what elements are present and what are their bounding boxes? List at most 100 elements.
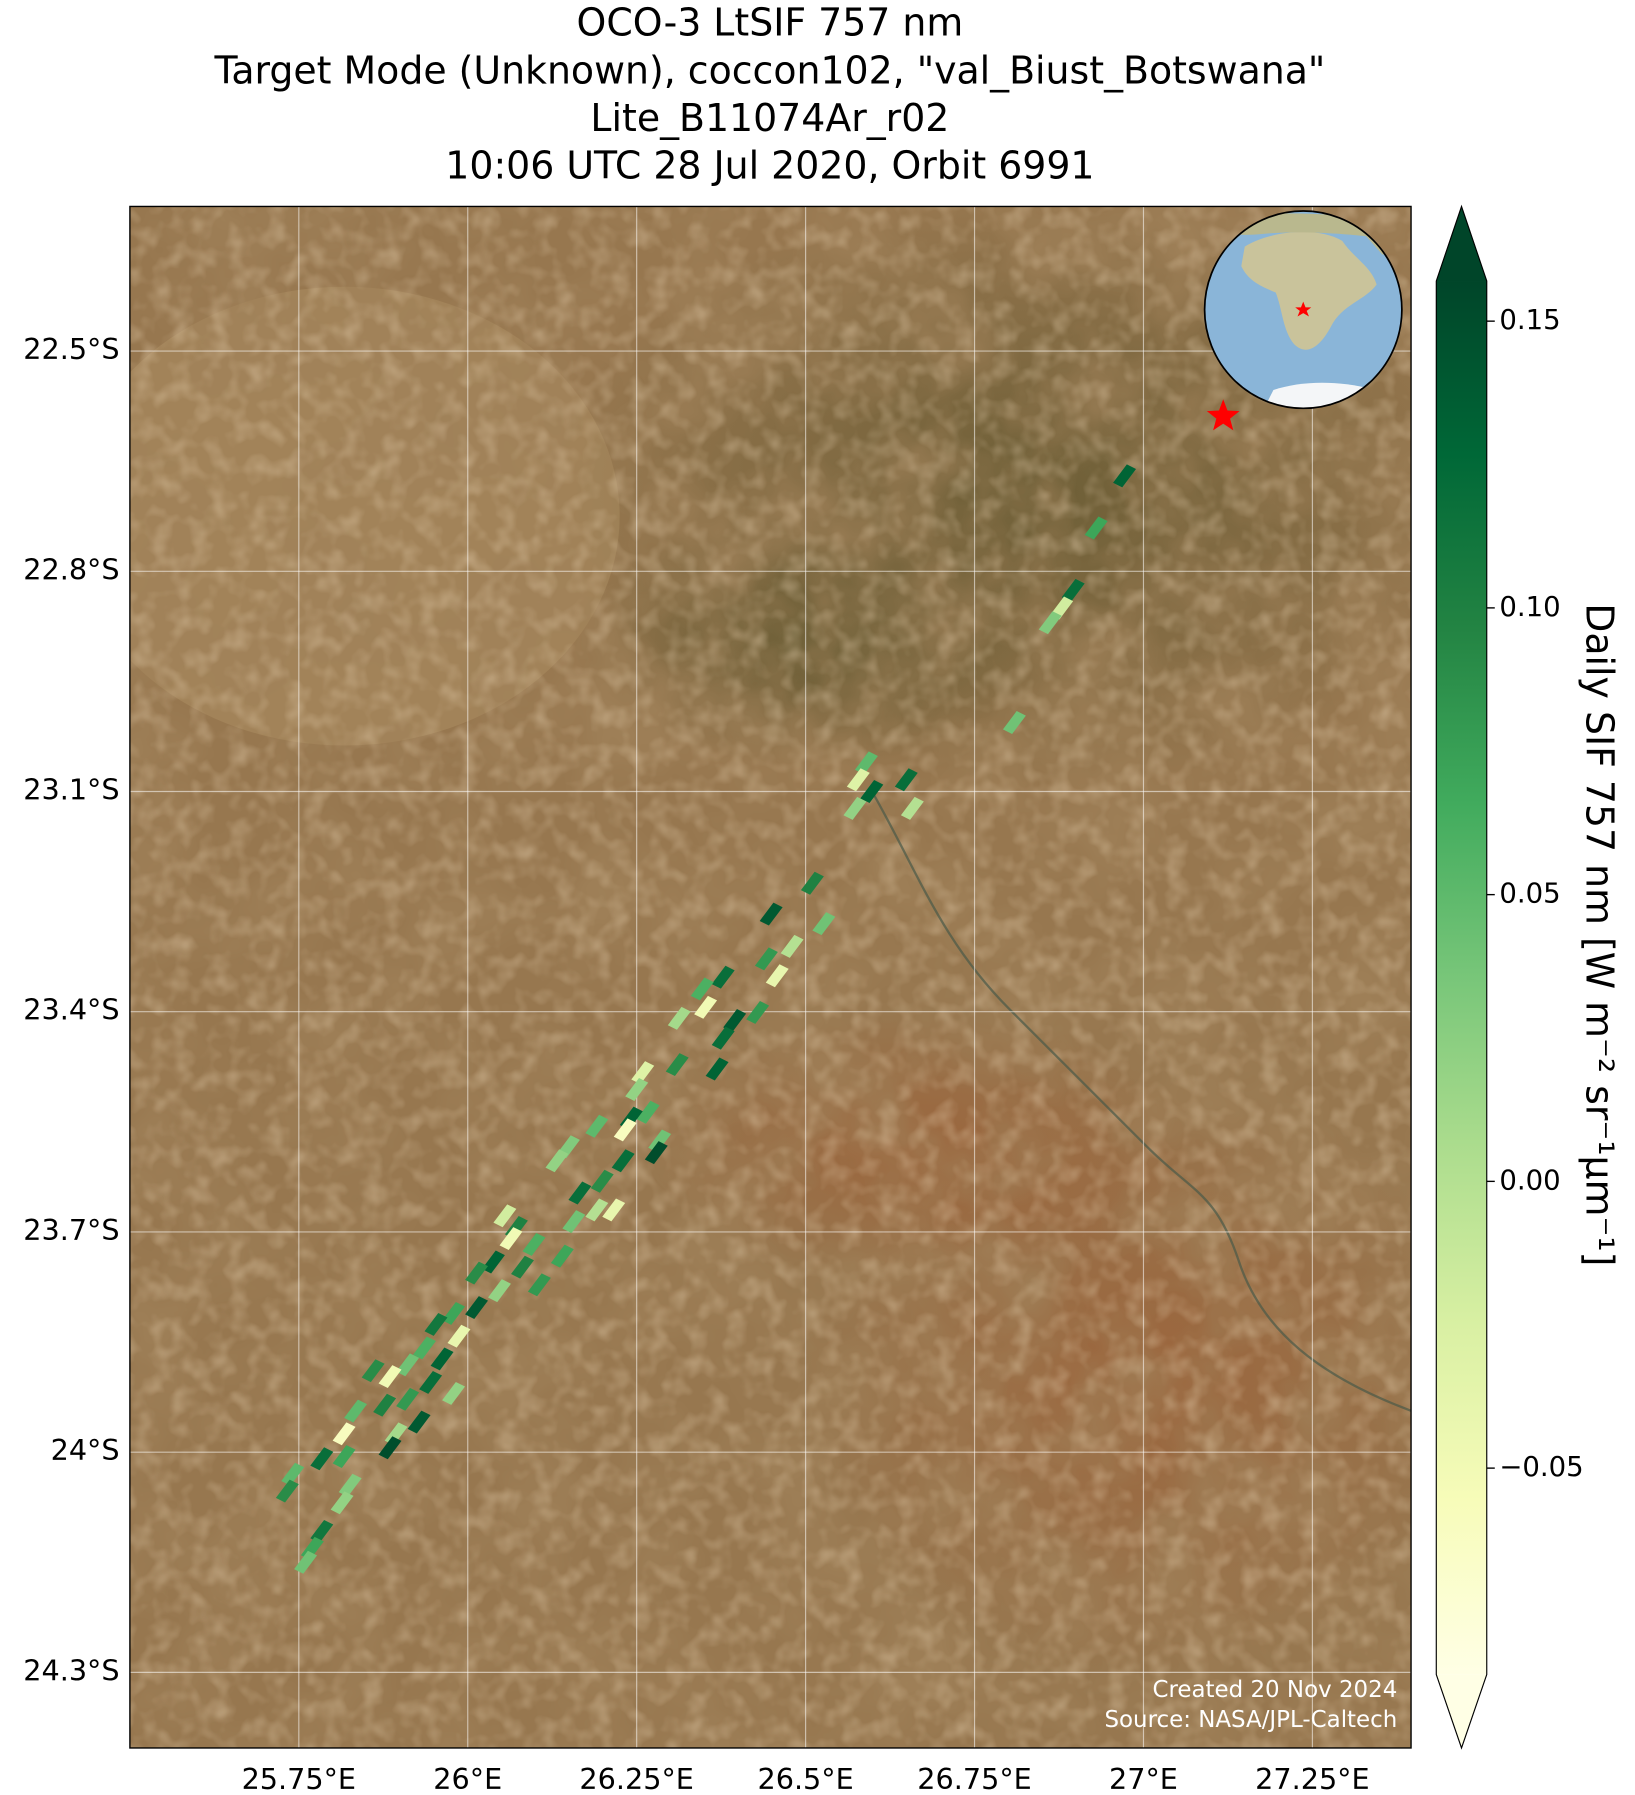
sounding [667,1006,691,1030]
colorbar-tick-label: 0.10 [1499,591,1560,623]
sounding [373,1393,397,1417]
colorbar-tick-label: 0.05 [1499,878,1560,910]
y-tick-label: 23.1°S [23,772,119,806]
sounding [550,1244,574,1268]
sounding [465,1296,489,1320]
sounding [585,1198,609,1222]
sounding [447,1324,471,1348]
sounding [310,1519,334,1543]
sounding [585,1114,609,1138]
sounding [765,964,789,988]
sounding [332,1445,356,1469]
sounding [711,965,735,989]
sounding [812,912,836,936]
sounding [396,1387,420,1411]
colorbar-outline [1435,204,1488,1750]
y-tick-label: 23.4°S [23,993,119,1027]
x-tick-label: 26.75°E [917,1762,1031,1795]
sounding [481,1250,505,1274]
colorbar-tick-label: 0.00 [1499,1164,1560,1196]
title-line: 10:06 UTC 28 Jul 2020, Orbit 6991 [445,144,1094,188]
sounding [690,977,714,1001]
sounding [846,768,870,792]
sounding [562,1210,586,1234]
sounding [1061,578,1085,602]
sounding [602,1198,626,1222]
sounding [442,1301,466,1325]
sounding [413,1336,436,1360]
y-tick-label: 24°S [51,1433,120,1467]
target-star [1206,399,1240,431]
sounding [488,1279,511,1303]
sounding [361,1359,385,1383]
sounding [894,768,918,792]
sounding [378,1365,402,1389]
y-tick-label: 23.7°S [23,1213,119,1247]
sounding [900,796,924,820]
y-tick-label: 22.5°S [23,332,119,366]
sounding [281,1462,305,1486]
title-line: Lite_B11074Ar_r02 [590,96,949,140]
sounding [330,1491,354,1515]
x-tick-label: 26°E [433,1762,502,1795]
colorbar-extend-min [1436,1674,1487,1748]
sounding [631,1061,655,1085]
sounding [1002,711,1026,734]
title-line: OCO-3 LtSIF 757 nm [577,1,964,45]
credit-line: Created 20 Nov 2024 [1152,1677,1397,1703]
sounding [590,1169,614,1193]
sounding [545,1149,569,1173]
sounding [378,1436,402,1460]
sounding [746,1000,770,1024]
sounding [338,1473,362,1497]
sounding [310,1447,334,1471]
colorbar-extend-max [1436,206,1487,282]
sounding [499,1227,523,1251]
sounding [493,1204,517,1228]
sounding [511,1255,534,1279]
sounding [294,1550,318,1574]
x-tick-label: 25.75°E [242,1762,356,1795]
sounding [522,1232,546,1256]
sounding [636,1100,660,1124]
credits: Created 20 Nov 2024 Source: NASA/JPL-Calt… [1104,1677,1397,1733]
sounding [665,1053,689,1077]
sounding [625,1078,649,1101]
credit-line: Source: NASA/JPL-Caltech [1104,1707,1397,1733]
sounding [396,1353,420,1377]
target-site [1206,399,1240,431]
sounding [705,1057,729,1081]
title-line: Target Mode (Unknown), coccon102, "val_B… [213,48,1325,92]
sounding [1113,464,1137,488]
x-tick-label: 27°E [1109,1762,1178,1795]
sounding [1038,611,1062,635]
sounding [648,1129,672,1153]
x-tick-label: 27.25°E [1255,1762,1369,1795]
sounding [759,902,783,926]
sounding [424,1312,448,1336]
x-tick-label: 26.5°E [757,1762,853,1795]
sounding [611,1149,635,1173]
sounding [613,1118,637,1142]
sounding [407,1410,431,1434]
sounding [1084,516,1108,540]
colorbar-tick-label: −0.05 [1499,1451,1583,1483]
graticule: 25.75°E 26°E 26.25°E 26.5°E 26.75°E 27°E 27.25… [23,206,1412,1795]
colorbar-tick-label: 0.15 [1499,304,1560,336]
sounding [465,1261,489,1285]
sounding [275,1479,299,1503]
sounding [780,934,804,958]
sounding [419,1370,443,1394]
y-tick-label: 22.8°S [23,552,119,586]
sounding [568,1181,592,1205]
sounding [332,1422,356,1446]
basemap [129,206,1412,1748]
sounding [694,995,718,1019]
colorbar: −0.05 0.00 0.05 0.10 0.15 Daily SIF 757 nm [W… [1435,204,1621,1750]
sounding [754,947,778,971]
x-tick-label: 26.25°E [579,1762,693,1795]
colorbar-label: Daily SIF 757 nm [W m⁻² sr⁻¹µm⁻¹] [1577,603,1621,1266]
y-tick-label: 24.3°S [23,1653,119,1687]
